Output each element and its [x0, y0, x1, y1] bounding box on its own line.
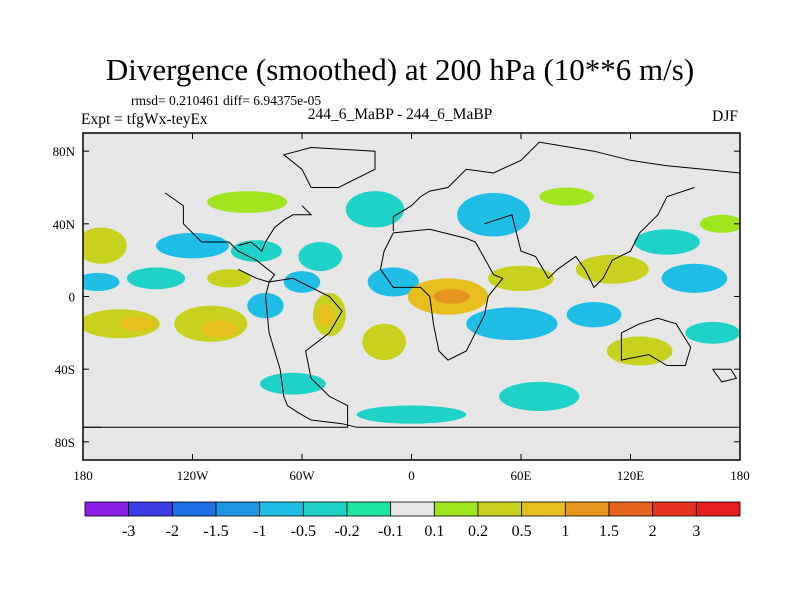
colorbar-box-12 — [608, 501, 654, 517]
coastline-5 — [379, 228, 504, 361]
field-blob-32 — [661, 263, 728, 293]
coastline-9 — [712, 368, 738, 383]
divergence-field — [83, 187, 740, 424]
field-blob-24 — [466, 307, 558, 341]
field-blob-14 — [298, 242, 343, 272]
colorbar-box-0 — [84, 501, 130, 517]
field-blob-26 — [499, 381, 580, 411]
coastline-2 — [164, 192, 276, 283]
field-blob-7 — [201, 320, 239, 339]
x-tick-label-1: 120W — [177, 468, 210, 483]
colorbar-box-2 — [171, 501, 217, 517]
coastline-7 — [484, 187, 695, 289]
y-tick-label-2: 0 — [69, 290, 76, 305]
field-blob-30 — [606, 336, 673, 366]
x-tick-label-6: 180 — [730, 468, 750, 483]
colorbar-box-5 — [302, 501, 348, 517]
coastline-1 — [83, 277, 740, 428]
stats-text: rmsd= 0.210461 diff= 6.94375e-05 — [131, 93, 322, 108]
colorbar-label-4: -0.5 — [291, 523, 316, 540]
colorbar-label-12: 2 — [649, 523, 657, 540]
field-blob-18 — [367, 267, 419, 297]
field-blob-34 — [699, 214, 740, 233]
y-tick-label-1: 40N — [53, 217, 76, 232]
field-blob-29 — [575, 254, 649, 284]
field-blob-10 — [230, 240, 282, 262]
field-blob-23 — [457, 192, 531, 237]
x-tick-label-4: 60E — [511, 468, 532, 483]
x-tick-label-5: 120E — [617, 468, 645, 483]
field-blob-0 — [83, 227, 127, 264]
field-blob-19 — [362, 323, 407, 361]
season-label: DJF — [712, 108, 738, 125]
field-blob-8 — [207, 269, 251, 288]
x-axis: 180 120W 60W 0 60E 120E 180 — [73, 133, 750, 483]
colorbar-box-7 — [390, 501, 435, 517]
x-tick-label-2: 60W — [289, 468, 315, 483]
colorbar-box-11 — [564, 501, 610, 517]
field-blob-9 — [207, 191, 288, 213]
field-blob-22 — [433, 289, 470, 304]
run-label: 244_6_MaBP - 244_6_MaBP — [307, 106, 493, 123]
colorbar-label-8: 0.2 — [468, 523, 488, 540]
field-blob-31 — [634, 229, 700, 255]
colorbar-label-10: 1 — [561, 523, 569, 540]
colorbar-label-7: 0.1 — [424, 523, 444, 540]
colorbar-label-0: -3 — [122, 523, 135, 540]
y-tick-label-0: 80N — [53, 144, 76, 159]
field-blob-27 — [539, 187, 594, 206]
colorbar-label-5: -0.2 — [334, 523, 359, 540]
field-blob-4 — [126, 267, 186, 290]
colorbar-box-13 — [652, 501, 697, 517]
colorbar-label-13: 3 — [692, 523, 700, 540]
coastline-3 — [237, 205, 313, 252]
y-axis: 80N 40N 0 40S 80S — [53, 144, 740, 450]
colorbar-label-11: 1.5 — [599, 523, 619, 540]
coastline-4 — [282, 146, 376, 188]
chart-title: Divergence (smoothed) at 200 hPa (10**6 … — [105, 52, 695, 87]
colorbar-label-2: -1.5 — [203, 523, 228, 540]
colorbar-label-9: 0.5 — [512, 523, 532, 540]
field-blob-28 — [566, 301, 622, 328]
x-tick-label-0: 180 — [73, 468, 93, 483]
y-tick-label-3: 40S — [55, 362, 75, 377]
field-blob-25 — [488, 265, 554, 292]
field-blob-16 — [316, 303, 335, 326]
colorbar-label-1: -2 — [166, 523, 179, 540]
field-blob-17 — [345, 191, 405, 228]
colorbar-box-10 — [521, 501, 566, 517]
colorbar-box-4 — [259, 501, 304, 517]
y-tick-label-4: 80S — [55, 435, 75, 450]
field-blob-11 — [247, 292, 284, 319]
colorbar-box-1 — [128, 501, 173, 517]
colorbar: -3 -2 -1.5 -1 -0.5 -0.2 -0.1 0.1 0.2 0.5 1 1.5 2 3 — [84, 501, 741, 540]
coastline-6 — [392, 141, 740, 232]
colorbar-box-6 — [346, 501, 392, 517]
field-blob-12 — [260, 372, 326, 395]
colorbar-label-3: -1 — [253, 523, 266, 540]
colorbar-box-9 — [477, 501, 523, 517]
coastline-8 — [620, 317, 692, 366]
field-blob-3 — [119, 316, 156, 332]
x-tick-label-3: 0 — [408, 468, 415, 483]
field-blob-33 — [685, 321, 740, 344]
field-blob-5 — [156, 232, 229, 259]
coastlines — [83, 141, 740, 428]
field-blob-20 — [356, 405, 467, 424]
colorbar-box-8 — [433, 501, 479, 517]
experiment-label: Expt = tfgWx-teyEx — [81, 111, 208, 128]
colorbar-label-6: -0.1 — [378, 523, 403, 540]
colorbar-box-3 — [215, 501, 261, 517]
field-blob-1 — [83, 272, 120, 292]
colorbar-box-14 — [695, 501, 741, 517]
